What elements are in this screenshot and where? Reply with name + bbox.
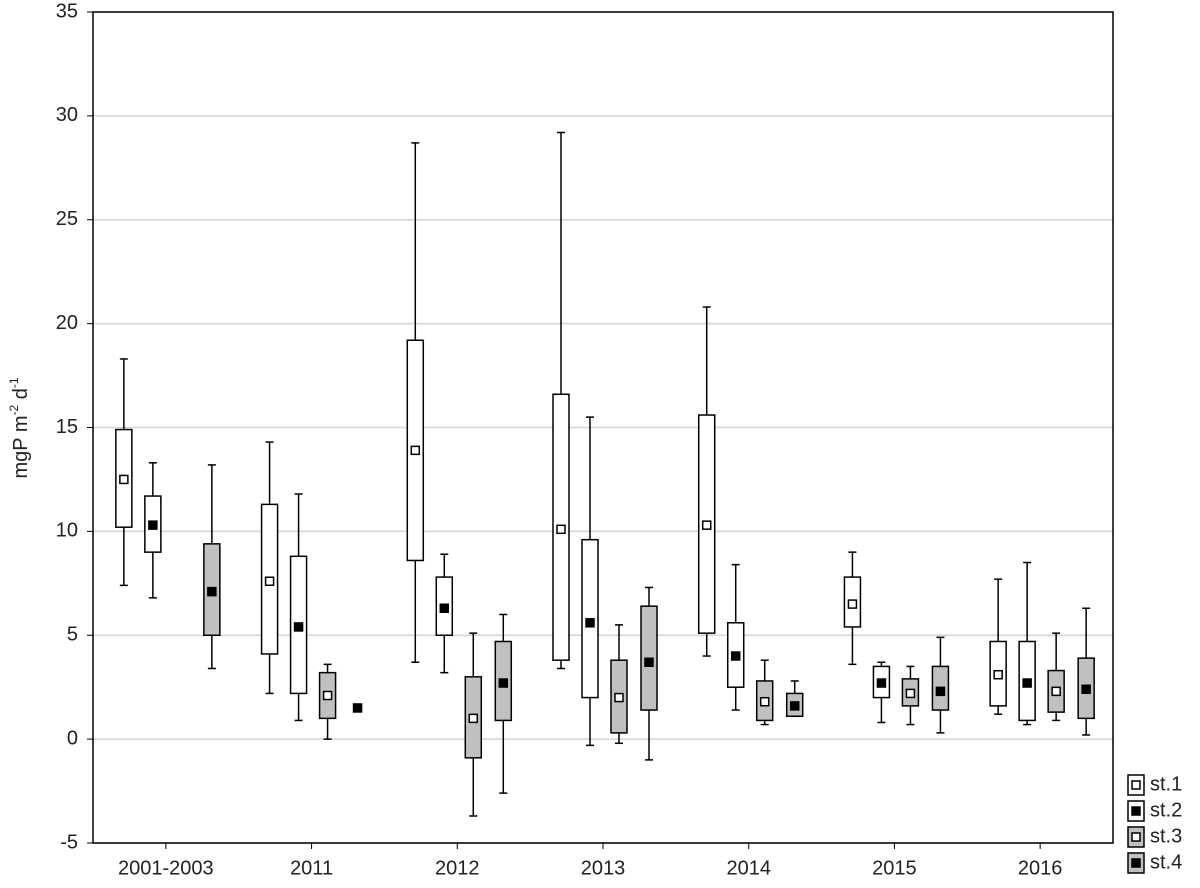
y-label-part: mgP m [10,416,32,479]
center-marker [876,678,887,688]
center-marker [468,713,479,724]
legend-label: st.2 [1150,799,1182,821]
y-tick-label: 20 [56,312,78,334]
center-marker [439,603,450,613]
legend-marker [1131,806,1141,816]
center-marker [293,622,304,632]
center-marker [207,586,217,597]
y-tick-label: -5 [60,831,78,853]
center-marker [847,599,858,609]
center-marker [556,524,566,535]
center-marker [352,703,363,713]
center-marker [498,678,509,688]
x-tick-label: 2013 [581,857,626,879]
center-marker [1051,686,1061,697]
legend-marker [1131,858,1141,868]
legend-label: st.3 [1150,825,1182,847]
y-axis-label: mgP m-2 d-1 [7,377,32,478]
center-marker [585,618,595,628]
legend-marker [1131,832,1141,842]
center-marker [322,690,333,701]
center-marker [789,701,800,711]
center-marker [759,696,770,707]
x-tick-label: 2011 [290,857,333,879]
y-tick-label: 5 [67,624,78,646]
y-tick-label: 30 [56,104,78,126]
center-marker [993,669,1003,680]
y-tick-label: 10 [56,520,78,542]
legend-label: st.4 [1150,851,1182,873]
center-marker [119,474,129,485]
center-marker [148,520,158,530]
center-marker [1022,678,1032,688]
center-marker [614,692,624,703]
x-tick-label: 2016 [1018,857,1063,879]
x-tick-label: 2012 [435,857,480,879]
x-tick-label: 2014 [726,857,771,879]
center-marker [1081,684,1091,695]
legend-label: st.1 [1150,773,1182,795]
center-marker [410,445,421,456]
center-marker [701,520,712,530]
x-tick-label: 2001-2003 [118,857,214,879]
y-tick-label: 25 [56,208,78,230]
center-marker [730,651,741,661]
y-tick-label: 15 [56,416,78,438]
legend-marker [1131,780,1141,790]
center-marker [905,688,916,699]
center-marker [264,576,275,586]
y-label-part: d [10,388,32,405]
y-tick-label: 35 [56,0,78,22]
y-label-sup: -2 [7,405,21,416]
y-label-sup: -1 [7,377,21,388]
x-tick-label: 2015 [872,857,917,879]
center-marker [644,657,654,668]
y-tick-label: 0 [67,727,78,749]
center-marker [935,686,946,697]
